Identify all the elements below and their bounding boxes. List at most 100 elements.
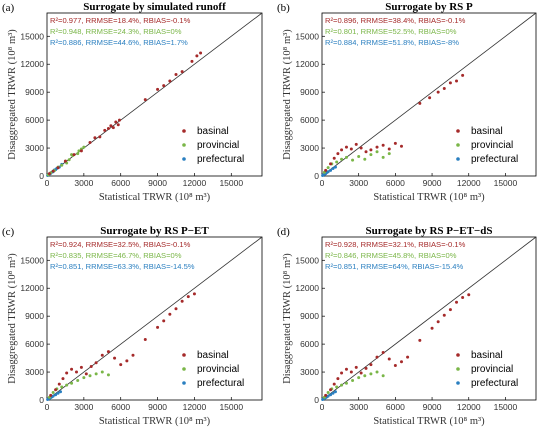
panel-2: 0 3000 6000 9000 12000 15000 0 3000 6000 9000 1200… [277, 1, 537, 203]
point-provincial [375, 370, 379, 374]
point-basinal [117, 118, 121, 122]
stats-prefectural: R²=0.851, RRMSE=63.3%, RBIAS=-14.5% [50, 262, 195, 271]
point-basinal [324, 393, 328, 397]
point-provincial [326, 391, 330, 395]
point-basinal [381, 350, 385, 354]
legend-marker-provincial [182, 143, 186, 147]
point-basinal [156, 87, 160, 91]
point-basinal [387, 357, 391, 361]
x-axis-label: Statistical TRWR (10⁸ m³) [99, 416, 211, 427]
y-tick-label: 6000 [25, 115, 44, 125]
stats-provincial: R²=0.846, RRMSE=45.8%, RBIAS=0% [325, 251, 457, 260]
point-provincial [60, 385, 64, 389]
point-basinal [143, 98, 147, 102]
point-prefectural [333, 165, 337, 169]
panel-title: Surrogate by RS P−ET [100, 225, 209, 237]
legend-marker-prefectural [182, 157, 186, 161]
point-provincial [344, 381, 348, 385]
point-basinal [428, 96, 432, 100]
stats-basinal: R²=0.924, RRMSE=32.5%, RBIAS=-0.1% [50, 240, 191, 249]
point-basinal [442, 86, 446, 90]
y-tick-label: 9000 [25, 311, 44, 321]
point-prefectural [59, 390, 63, 394]
y-tick-label: 15000 [295, 31, 319, 41]
y-tick-label: 9000 [300, 311, 319, 321]
point-basinal [113, 356, 117, 360]
y-axis-label: Disaggregated TRWR (10⁸ m³) [7, 29, 18, 160]
legend: basinal provincial prefectural [182, 350, 244, 389]
x-tick-label: 15000 [494, 402, 518, 412]
point-basinal [344, 367, 348, 371]
point-basinal [93, 136, 97, 140]
y-axis-label: Disaggregated TRWR (10⁸ m³) [7, 253, 18, 384]
point-provincial [70, 153, 74, 157]
point-basinal [195, 54, 199, 58]
one-to-one-line [321, 12, 537, 177]
stats-prefectural: R²=0.851, RRMSE=64%, RBIAS=-15.4% [325, 262, 463, 271]
y-tick-label: 15000 [20, 31, 44, 41]
stats-provincial: R²=0.948, RRMSE=24.3%, RBIAS=0% [50, 27, 182, 36]
point-basinal [84, 372, 88, 376]
y-tick-label: 9000 [25, 87, 44, 97]
point-basinal [364, 150, 368, 154]
point-basinal [329, 388, 333, 392]
point-provincial [340, 383, 344, 387]
legend-label-prefectural: prefectural [197, 378, 244, 389]
y-tick-label: 3000 [25, 143, 44, 153]
point-basinal [461, 296, 465, 300]
point-provincial [60, 163, 64, 167]
point-basinal [51, 169, 55, 173]
point-basinal [399, 360, 403, 364]
point-basinal [103, 128, 107, 132]
one-to-one-line [321, 236, 537, 401]
point-basinal [369, 363, 373, 367]
point-basinal [100, 353, 104, 357]
y-tick-label: 15000 [20, 255, 44, 265]
panel-title: Surrogate by simulated runoff [83, 1, 226, 13]
x-axis-label: Statistical TRWR (10⁸ m³) [373, 192, 485, 203]
point-basinal [375, 145, 379, 149]
point-provincial [351, 158, 355, 162]
legend-label-basinal: basinal [197, 126, 229, 137]
point-provincial [65, 383, 69, 387]
point-basinal [47, 172, 51, 176]
point-provincial [82, 376, 86, 380]
point-provincial [326, 166, 330, 170]
x-tick-label: 9000 [423, 402, 442, 412]
point-basinal [63, 159, 67, 163]
point-basinal [336, 377, 340, 381]
point-provincial [335, 385, 339, 389]
point-basinal [180, 70, 184, 74]
point-basinal [192, 292, 196, 296]
panel-title: Surrogate by RS P−ET−dS [366, 225, 493, 237]
legend-marker-basinal [456, 129, 460, 133]
stats-prefectural: R²=0.884, RRMSE=51.8%, RBIAS=-8% [325, 38, 459, 47]
legend-label-basinal: basinal [197, 350, 229, 361]
point-basinal [131, 353, 135, 357]
point-basinal [354, 142, 358, 146]
point-provincial [375, 150, 379, 154]
point-prefectural [326, 394, 330, 398]
point-basinal [109, 124, 113, 128]
x-tick-label: 6000 [111, 178, 130, 188]
point-basinal [199, 51, 203, 55]
point-prefectural [56, 391, 60, 395]
x-tick-label: 12000 [183, 402, 207, 412]
point-provincial [77, 149, 81, 153]
y-axis-label: Disaggregated TRWR (10⁸ m³) [282, 253, 293, 384]
point-basinal [448, 81, 452, 85]
y-tick-label: 0 [39, 171, 44, 181]
point-basinal [436, 90, 440, 94]
y-tick-label: 0 [314, 395, 319, 405]
point-prefectural [51, 394, 55, 398]
data-points [321, 73, 465, 177]
panel-4: 0 3000 6000 9000 12000 15000 0 3000 6000 9000 1200… [277, 225, 537, 427]
point-basinal [57, 382, 61, 386]
stats-basinal: R²=0.896, RRMSE=38.4%, RBIAS=-0.1% [325, 16, 466, 25]
point-basinal [162, 319, 166, 323]
point-basinal [114, 120, 118, 124]
legend-label-prefectural: prefectural [197, 154, 244, 165]
y-tick-label: 12000 [295, 59, 319, 69]
point-basinal [74, 370, 78, 374]
point-basinal [344, 145, 348, 149]
